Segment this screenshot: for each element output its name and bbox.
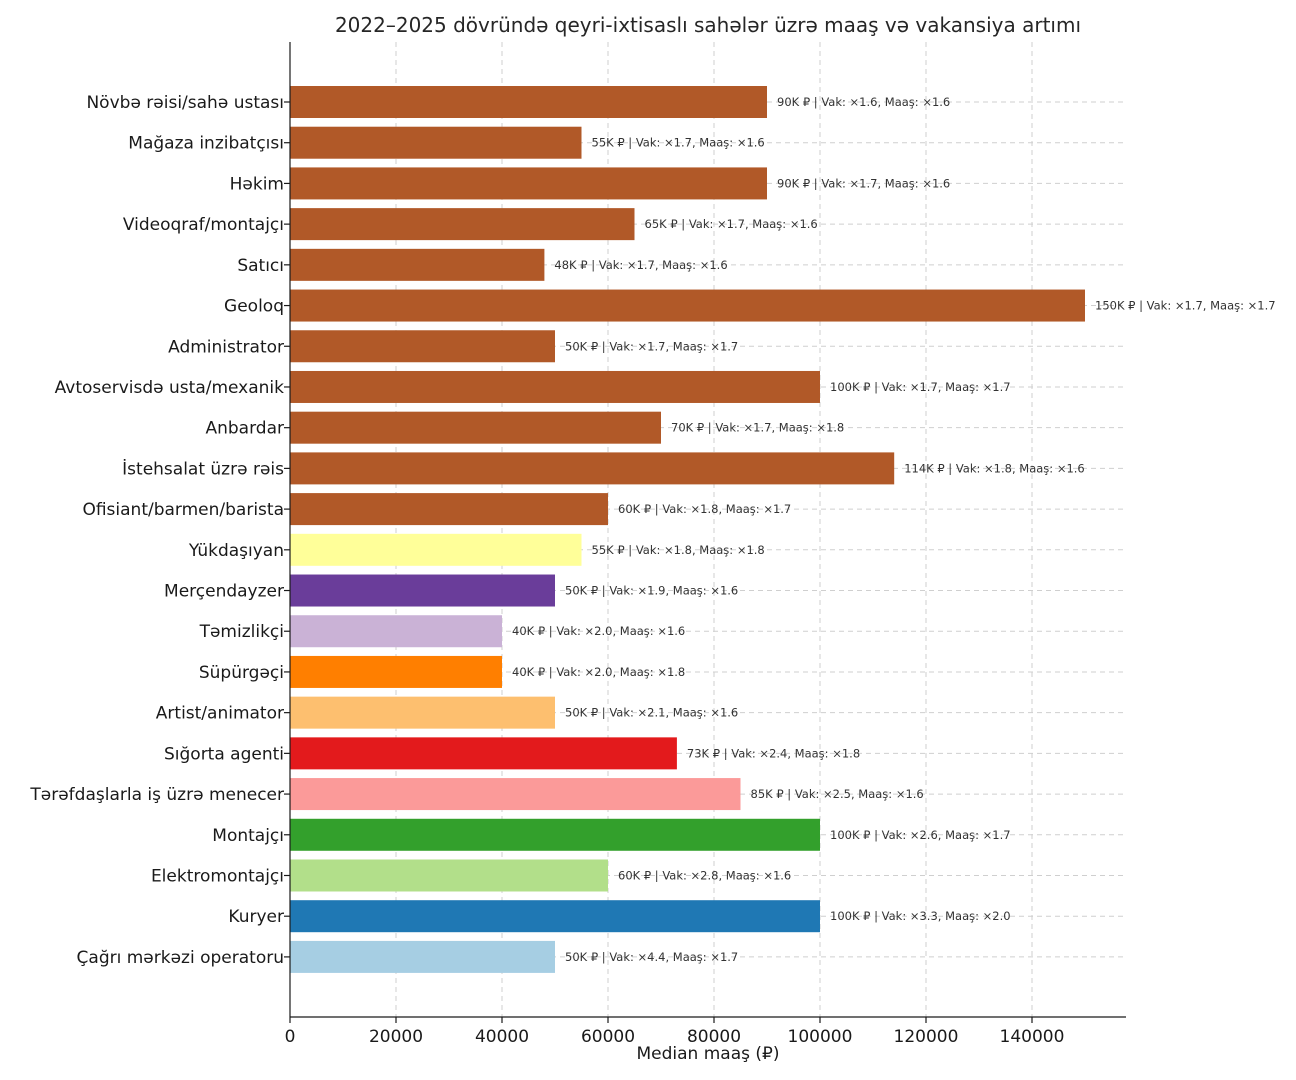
bar [290, 533, 582, 566]
axes-layer [289, 42, 1126, 1018]
bar [290, 493, 608, 526]
bar [290, 696, 555, 729]
bar-value-label: 70K ₽ | Vak: ×1.7, Maaş: ×1.8 [671, 421, 844, 435]
bar [290, 330, 555, 363]
bar [290, 167, 767, 200]
x-tick-label: 120000 [894, 1027, 959, 1047]
category-label: Ofisiant/barmen/barista [82, 500, 284, 520]
bars-layer [290, 86, 1085, 973]
bar-value-label: 150K ₽ | Vak: ×1.7, Maaş: ×1.7 [1095, 299, 1276, 313]
bar [290, 818, 820, 851]
bar-value-label: 65K ₽ | Vak: ×1.7, Maaş: ×1.6 [645, 217, 818, 231]
category-label: Sığorta agenti [164, 744, 284, 764]
category-label: Elektromontajçı [151, 866, 284, 886]
bar [290, 615, 502, 648]
bar [290, 574, 555, 607]
bar-value-label: 60K ₽ | Vak: ×1.8, Maaş: ×1.7 [618, 502, 791, 516]
data-labels: 90K ₽ | Vak: ×1.6, Maaş: ×1.6 55K ₽ | Vak… [512, 95, 1276, 964]
bar [290, 655, 502, 688]
bar-value-label: 73K ₽ | Vak: ×2.4, Maaş: ×1.8 [687, 746, 860, 760]
bar [290, 452, 895, 485]
bar-value-label: 50K ₽ | Vak: ×2.1, Maaş: ×1.6 [565, 706, 738, 720]
x-tick-label: 60000 [581, 1027, 635, 1047]
bar-value-label: 50K ₽ | Vak: ×1.9, Maaş: ×1.6 [565, 584, 738, 598]
category-label: Çağrı mərkəzi operatoru [77, 948, 284, 968]
category-label: Süpürgəçi [199, 663, 284, 683]
bar-value-label: 50K ₽ | Vak: ×1.7, Maaş: ×1.7 [565, 339, 738, 353]
bar-value-label: 60K ₽ | Vak: ×2.8, Maaş: ×1.6 [618, 868, 791, 882]
category-label: Təmizlikçi [199, 622, 284, 642]
category-label: Administrator [168, 337, 284, 357]
bar-value-label: 90K ₽ | Vak: ×1.7, Maaş: ×1.6 [777, 176, 950, 190]
category-label: Anbardar [205, 419, 284, 439]
bar-value-label: 50K ₽ | Vak: ×4.4, Maaş: ×1.7 [565, 950, 738, 964]
category-labels: Növbə rəisi/sahə ustası Mağaza inzibatçıs… [29, 93, 284, 968]
category-label: Videoqraf/montajçı [123, 215, 284, 235]
category-label: İstehsalat üzrə rəis [122, 458, 284, 479]
category-label: Artist/animator [156, 704, 284, 724]
bar [290, 900, 820, 933]
bar-value-label: 100K ₽ | Vak: ×2.6, Maaş: ×1.7 [830, 828, 1011, 842]
category-label: Növbə rəisi/sahə ustası [86, 93, 284, 113]
category-label: Merçendayzer [164, 582, 284, 602]
x-tick-label: 100000 [788, 1027, 853, 1047]
x-axis-label: Median maaş (₽) [637, 1044, 780, 1064]
bar [290, 208, 635, 241]
category-label: Tərəfdaşlarla iş üzrə menecer [29, 785, 284, 805]
bar [290, 289, 1085, 322]
bar-value-label: 55K ₽ | Vak: ×1.8, Maaş: ×1.8 [592, 543, 765, 557]
bar-value-label: 48K ₽ | Vak: ×1.7, Maaş: ×1.6 [554, 258, 727, 272]
category-label: Avtoservisdə usta/mexanik [55, 378, 284, 398]
x-tick-label: 140000 [1000, 1027, 1065, 1047]
bar-value-label: 55K ₽ | Vak: ×1.7, Maaş: ×1.6 [592, 136, 765, 150]
x-tick-label: 0 [285, 1027, 296, 1047]
category-label: Yükdaşıyan [188, 541, 284, 561]
bar-value-label: 100K ₽ | Vak: ×3.3, Maaş: ×2.0 [830, 909, 1011, 923]
bar [290, 778, 741, 811]
x-tick-label: 40000 [475, 1027, 529, 1047]
bar [290, 859, 608, 892]
category-label: Montajçı [212, 826, 284, 846]
x-tick-label: 20000 [369, 1027, 423, 1047]
bar [290, 126, 582, 159]
bar-value-label: 114K ₽ | Vak: ×1.8, Maaş: ×1.6 [904, 461, 1085, 475]
category-label: Kuryer [228, 907, 284, 927]
category-label: Geoloq [224, 297, 284, 317]
bar [290, 940, 555, 973]
bar [290, 737, 677, 770]
x-ticks: 0 20000 40000 60000 80000 100000 120000 140000 [284, 101, 1065, 1047]
category-label: Satıcı [237, 256, 284, 276]
bar [290, 370, 820, 403]
bar-value-label: 100K ₽ | Vak: ×1.7, Maaş: ×1.7 [830, 380, 1011, 394]
bar-value-label: 40K ₽ | Vak: ×2.0, Maaş: ×1.8 [512, 665, 685, 679]
bar-value-label: 85K ₽ | Vak: ×2.5, Maaş: ×1.6 [751, 787, 924, 801]
chart-title: 2022–2025 dövründə qeyri-ixtisaslı sahəl… [335, 13, 1081, 37]
category-label: Mağaza inzibatçısı [128, 134, 284, 154]
category-label: Həkim [230, 174, 284, 194]
x-tick-label: 80000 [687, 1027, 741, 1047]
bar [290, 86, 767, 118]
bar-value-label: 90K ₽ | Vak: ×1.6, Maaş: ×1.6 [777, 95, 950, 109]
bar-value-label: 40K ₽ | Vak: ×2.0, Maaş: ×1.6 [512, 624, 685, 638]
bar [290, 248, 545, 281]
bar [290, 411, 661, 444]
